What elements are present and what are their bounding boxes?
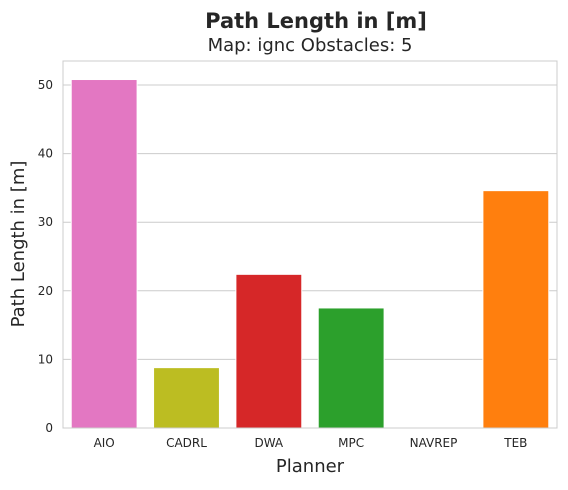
y-axis-label: Path Length in [m] xyxy=(8,161,29,328)
y-tick-label: 50 xyxy=(38,78,53,92)
y-tick-labels: 0 10 20 30 40 50 xyxy=(38,78,53,435)
bar-mpc xyxy=(317,307,385,429)
x-tick-label: NAVREP xyxy=(410,436,458,450)
x-tick-label: AIO xyxy=(94,436,115,450)
y-tick-label: 0 xyxy=(45,421,53,435)
bar-dwa xyxy=(235,273,303,429)
y-tick-label: 40 xyxy=(38,147,53,161)
y-tick-label: 20 xyxy=(38,284,53,298)
x-tick-labels: AIO CADRL DWA MPC NAVREP TEB xyxy=(94,436,528,450)
x-tick-label: TEB xyxy=(503,436,527,450)
y-tick-label: 10 xyxy=(38,352,53,366)
plot-area-frame xyxy=(62,60,558,429)
x-tick-label: MPC xyxy=(338,436,364,450)
bar-teb xyxy=(482,190,550,429)
bar-aio xyxy=(70,79,138,429)
chart-subtitle: Map: ignc Obstacles: 5 xyxy=(208,35,413,56)
chart-title: Path Length in [m] xyxy=(205,9,427,33)
bar-cadrl xyxy=(153,367,220,429)
x-axis-label: Planner xyxy=(276,456,345,477)
bars xyxy=(70,79,550,429)
x-tick-label: DWA xyxy=(254,436,283,450)
x-tick-label: CADRL xyxy=(166,436,207,450)
y-tick-label: 30 xyxy=(38,215,53,229)
